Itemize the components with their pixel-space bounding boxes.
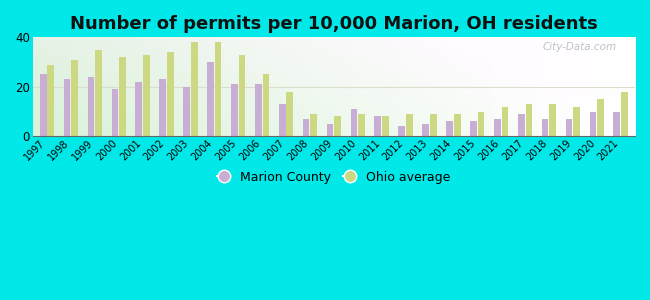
Bar bbox=[47, 64, 54, 136]
Bar bbox=[446, 122, 453, 136]
Bar bbox=[239, 55, 246, 136]
Bar bbox=[112, 89, 118, 136]
Bar bbox=[287, 92, 293, 136]
Bar bbox=[167, 52, 174, 136]
Legend: Marion County, Ohio average: Marion County, Ohio average bbox=[214, 167, 454, 188]
Bar bbox=[478, 112, 484, 136]
Bar bbox=[183, 87, 190, 136]
Bar bbox=[597, 99, 604, 136]
Bar bbox=[502, 106, 508, 136]
Bar bbox=[263, 74, 269, 136]
Bar bbox=[430, 114, 437, 136]
Bar bbox=[40, 74, 47, 136]
Bar bbox=[542, 119, 549, 136]
Bar bbox=[358, 114, 365, 136]
Bar bbox=[406, 114, 413, 136]
Bar bbox=[88, 77, 94, 136]
Bar bbox=[311, 114, 317, 136]
Bar bbox=[470, 122, 476, 136]
Bar bbox=[526, 104, 532, 136]
Bar bbox=[573, 106, 580, 136]
Bar bbox=[255, 84, 262, 136]
Bar bbox=[549, 104, 556, 136]
Bar bbox=[159, 80, 166, 136]
Title: Number of permits per 10,000 Marion, OH residents: Number of permits per 10,000 Marion, OH … bbox=[70, 15, 598, 33]
Bar bbox=[143, 55, 150, 136]
Bar bbox=[279, 104, 285, 136]
Bar bbox=[621, 92, 628, 136]
Bar bbox=[64, 80, 70, 136]
Bar bbox=[422, 124, 429, 136]
Bar bbox=[334, 116, 341, 136]
Bar bbox=[350, 109, 358, 136]
Bar bbox=[119, 57, 126, 136]
Bar bbox=[614, 112, 620, 136]
Bar bbox=[231, 84, 238, 136]
Bar bbox=[303, 119, 309, 136]
Bar bbox=[590, 112, 596, 136]
Bar bbox=[191, 42, 198, 136]
Bar bbox=[518, 114, 525, 136]
Bar bbox=[566, 119, 573, 136]
Bar bbox=[398, 126, 405, 136]
Bar bbox=[214, 42, 222, 136]
Bar bbox=[382, 116, 389, 136]
Bar bbox=[494, 119, 500, 136]
Bar bbox=[454, 114, 460, 136]
Bar bbox=[374, 116, 381, 136]
Bar bbox=[72, 60, 78, 136]
Bar bbox=[96, 50, 102, 136]
Text: City-Data.com: City-Data.com bbox=[543, 42, 617, 52]
Bar bbox=[135, 82, 142, 136]
Bar bbox=[327, 124, 333, 136]
Bar bbox=[207, 62, 214, 136]
